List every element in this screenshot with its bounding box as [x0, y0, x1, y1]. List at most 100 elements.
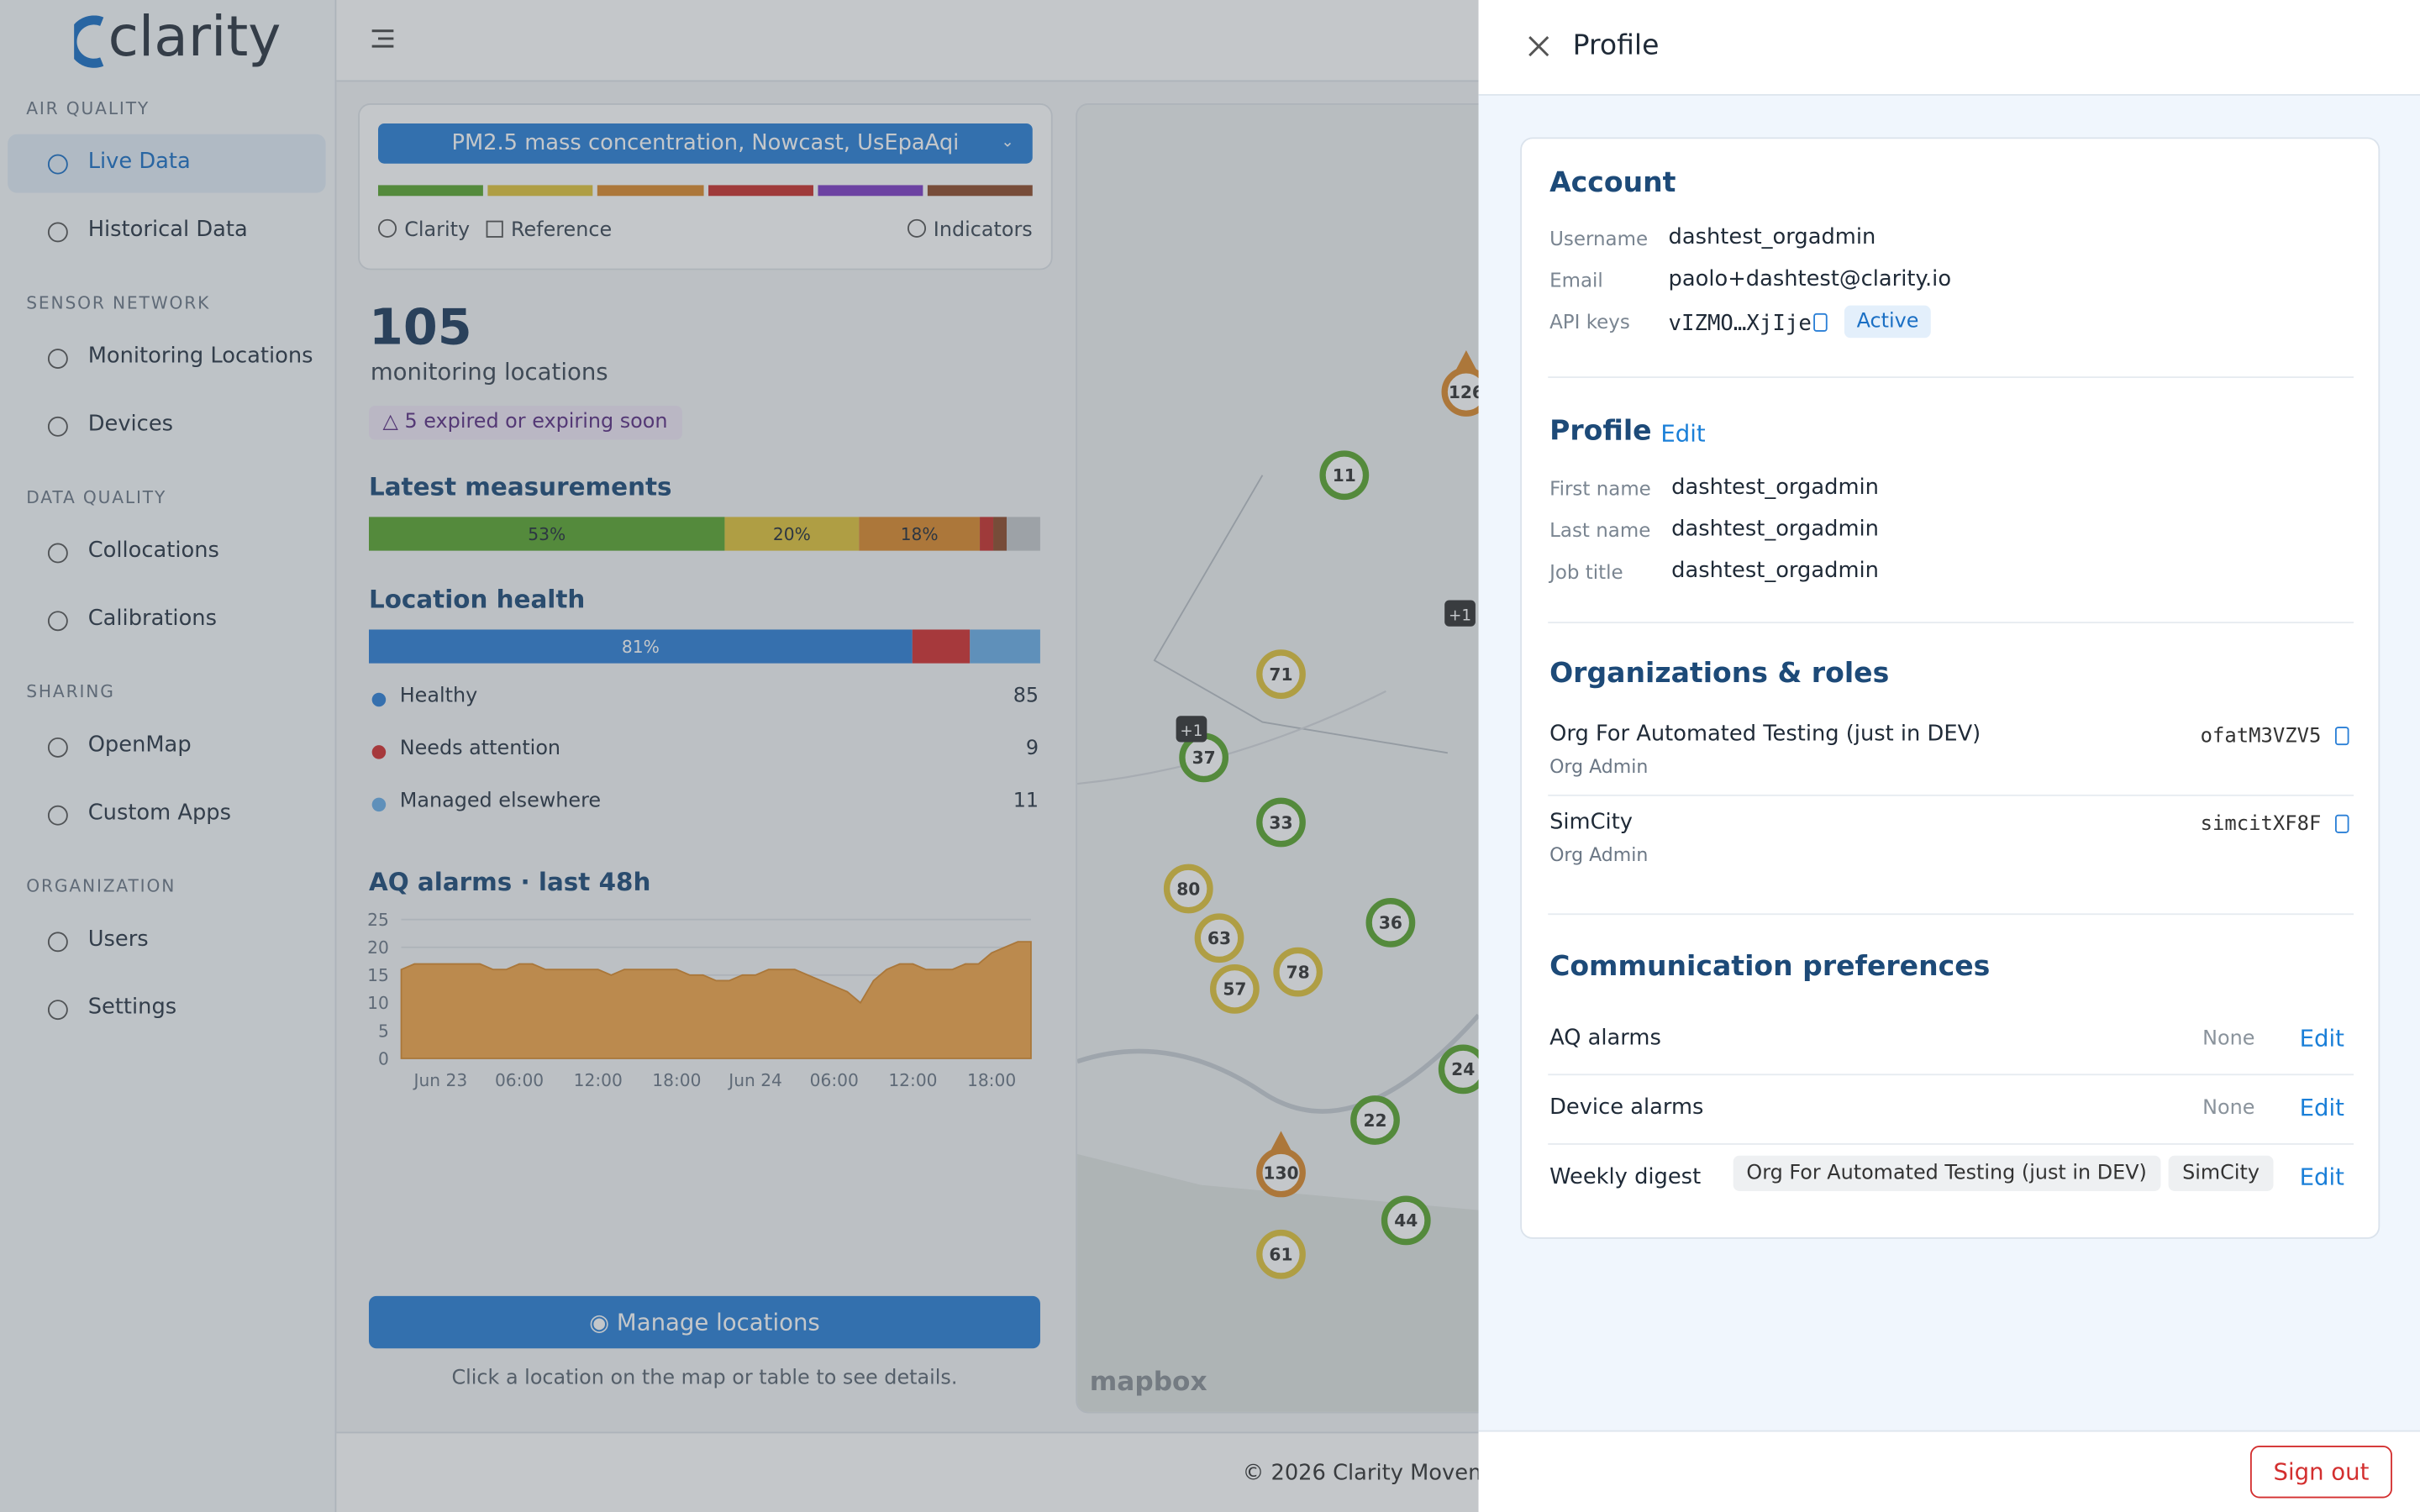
latest-segment	[980, 517, 994, 551]
sign-out[interactable]: Sign out	[2249, 1446, 2392, 1499]
alarms-title: AQ alarms · last 48h	[368, 867, 651, 897]
x-tick-label: 12:00	[574, 1070, 623, 1090]
section-title: DATA QUALITY	[26, 487, 167, 508]
marker[interactable]	[1256, 1147, 1306, 1198]
latest-segment	[1007, 517, 1040, 551]
copy-icon[interactable]	[1813, 312, 1828, 332]
nav-icon	[47, 416, 68, 437]
marker-label: 44	[1394, 1210, 1418, 1231]
nav-item[interactable]: Monitoring Locations	[87, 344, 313, 369]
metric-select[interactable]: PM2.5 mass concentration, Nowcast, UsEpa…	[378, 123, 1033, 164]
divider	[1548, 1143, 2354, 1145]
map-canvas: 11 126 71 37 33 80 63 57 78 36 24 22 130 44 61 +1 +1	[1077, 349, 1541, 1412]
marker-label: 11	[1333, 465, 1356, 486]
nav-item[interactable]: OpenMap	[87, 732, 192, 758]
field-value: dashtest_orgadmin	[1671, 517, 1879, 542]
nav-item[interactable]: Calibrations	[87, 606, 218, 632]
latest-title: Latest measurements	[368, 472, 672, 501]
profile-edit[interactable]: Edit	[1660, 419, 1706, 448]
marker[interactable]	[1381, 1195, 1431, 1246]
scale-red	[708, 185, 813, 197]
divider	[1548, 1074, 2354, 1076]
indicators[interactable]: Indicators	[907, 218, 1033, 242]
x-tick-label: 18:00	[967, 1070, 1016, 1090]
close-button[interactable]	[1528, 35, 1549, 57]
latest-segment	[368, 517, 725, 551]
x-tick-label: 06:00	[810, 1070, 859, 1090]
scale-yellow	[487, 185, 593, 197]
nav-icon	[47, 349, 68, 369]
pref-edit[interactable]: Edit	[2299, 1024, 2345, 1053]
nav-item[interactable]: Custom Apps	[87, 801, 232, 826]
marker-label: 33	[1269, 812, 1292, 832]
field-value: vIZMO…XjIje	[1668, 312, 1812, 337]
marker[interactable]	[1273, 947, 1323, 997]
marker-label: 78	[1286, 962, 1310, 982]
legend-dot	[371, 797, 387, 812]
marker-label: 80	[1176, 879, 1200, 899]
logo: clarity	[108, 6, 281, 70]
marker[interactable]	[1256, 649, 1306, 700]
control-card: PM2.5 mass concentration, Nowcast, UsEpa…	[358, 103, 1053, 270]
marker[interactable]	[1210, 963, 1260, 1014]
scale-maroon	[927, 185, 1033, 197]
chip: SimCity	[2168, 1155, 2274, 1191]
copy-icon[interactable]	[2334, 727, 2349, 746]
marker[interactable]	[1256, 1229, 1306, 1279]
nav-item[interactable]: Devices	[87, 412, 174, 437]
marker[interactable]	[1194, 913, 1244, 963]
marker[interactable]	[1256, 797, 1306, 848]
pref-name: Device alarms	[1549, 1095, 1704, 1121]
hint: Click a location on the map or table to …	[451, 1367, 958, 1390]
field-value: paolo+dashtest@clarity.io	[1668, 266, 1952, 292]
divider	[1548, 376, 2354, 379]
drawer-footer: Sign out	[1478, 1430, 2420, 1512]
marker-label: 61	[1269, 1245, 1292, 1265]
latest-segment	[724, 517, 860, 551]
drawer-header: Profile	[1478, 0, 2420, 96]
marker[interactable]	[1163, 864, 1213, 914]
marker-label: 57	[1223, 979, 1246, 1000]
alarms-chart: 0 5 10 15 20 25 Jun 23 06:00 12:00 18:00 Jun 24 06:…	[367, 910, 1032, 1090]
copy-icon[interactable]	[2334, 814, 2349, 833]
y-tick-label: 20	[367, 937, 389, 958]
marker[interactable]	[1365, 897, 1416, 948]
chevron: ⌄	[1001, 134, 1014, 152]
scale-green	[378, 185, 484, 197]
nav-item[interactable]: Users	[87, 927, 149, 953]
overlay[interactable]	[0, 0, 1479, 1512]
marker-label: 63	[1207, 928, 1231, 948]
field-label: Last name	[1549, 518, 1651, 542]
marker[interactable]	[1319, 450, 1370, 501]
metric: PM2.5 mass concentration, Nowcast, UsEpa…	[451, 131, 960, 156]
x-tick-label: 12:00	[888, 1070, 937, 1090]
nav-item[interactable]: Settings	[87, 995, 177, 1021]
nav-item[interactable]: Collocations	[87, 538, 219, 564]
cluster-badge	[1176, 716, 1207, 743]
segment-label: 53%	[528, 524, 566, 544]
marker[interactable]	[1350, 1095, 1400, 1145]
nav-icon	[47, 932, 68, 953]
map[interactable]: 11 126 71 37 33 80 63 57 78 36 24 22 130 44 61 +1 +1 map…	[1076, 103, 1542, 1414]
latest-segment	[993, 517, 1007, 551]
marker-label: 37	[1192, 748, 1216, 768]
copyright: © 2026 Clarity Movement	[1242, 1461, 1525, 1486]
health-title: Location health	[368, 585, 586, 615]
field-label: API keys	[1549, 310, 1630, 333]
sidebar: clarity AIR QUALITY Live Data Historical D…	[0, 0, 337, 1512]
x-tick-label: Jun 23	[413, 1070, 468, 1090]
nav-item[interactable]: Live Data	[87, 150, 191, 175]
legend-value: 85	[1013, 685, 1039, 709]
manage-button[interactable]: ◉ Manage locations	[368, 1295, 1040, 1349]
nav-item[interactable]: Historical Data	[87, 217, 248, 243]
toggle-clarity[interactable]: Clarity	[378, 218, 470, 242]
pref-name: Weekly digest	[1549, 1164, 1702, 1190]
pref-edit[interactable]: Edit	[2299, 1163, 2345, 1191]
toggle-reference[interactable]: Reference	[486, 219, 612, 242]
marker-label: 130	[1263, 1163, 1298, 1183]
pref-edit[interactable]: Edit	[2299, 1094, 2345, 1122]
x-tick-label: 06:00	[495, 1070, 544, 1090]
menu-icon[interactable]	[371, 28, 395, 50]
segment-label: 18%	[901, 524, 939, 544]
